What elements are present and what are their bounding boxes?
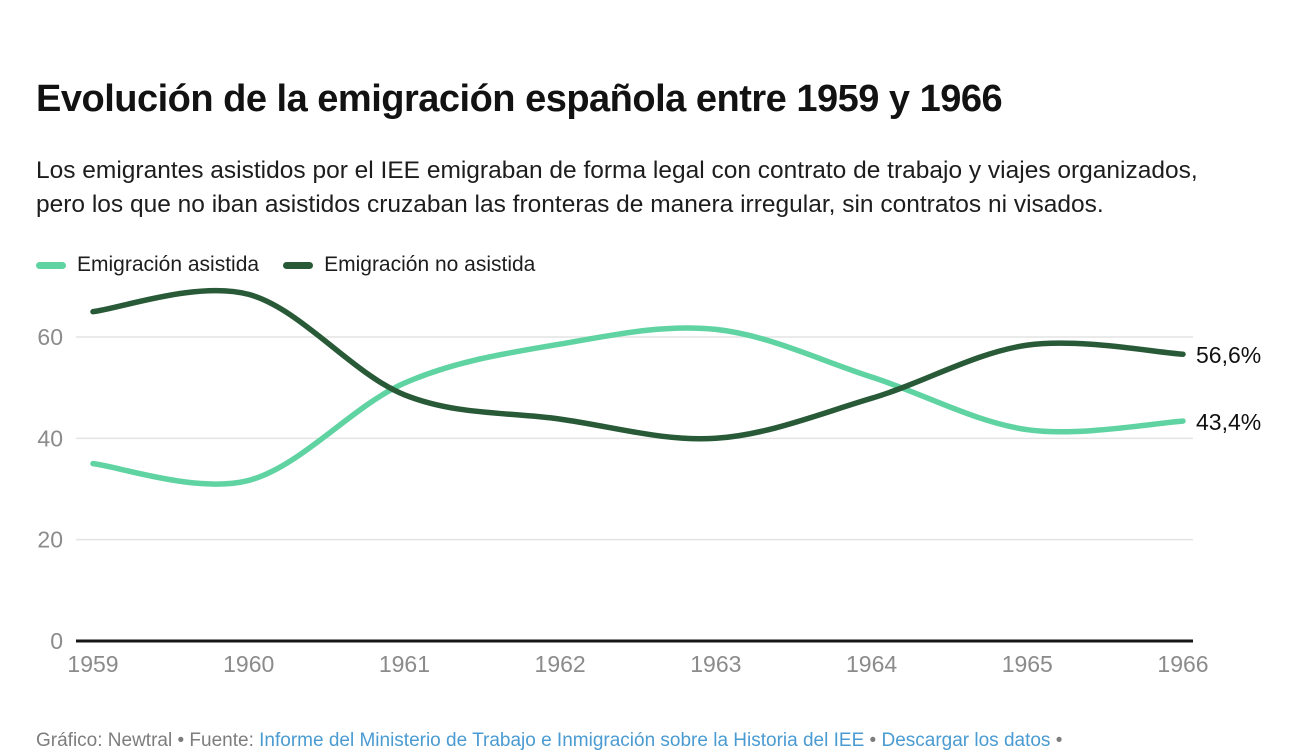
- footer-separator: •: [864, 730, 882, 751]
- footer-credit-text: Gráfico: Newtral • Fuente:: [36, 730, 260, 751]
- y-tick-label-20: 20: [37, 527, 63, 553]
- y-tick-label-40: 40: [37, 425, 63, 451]
- legend-label-asistida: Emigración asistida: [77, 253, 260, 276]
- legend-swatch-asistida-icon: [36, 261, 66, 269]
- y-tick-label-60: 60: [37, 324, 63, 350]
- series-line-emigración-asistida: [90, 325, 1186, 487]
- x-tick-label-1964: 1964: [846, 651, 897, 677]
- footer-separator: •: [1050, 730, 1063, 751]
- legend-item-no-asistida: Emigración no asistida: [283, 253, 535, 277]
- series-line-emigración-no-asistida: [90, 287, 1186, 442]
- footer-download-link[interactable]: Descargar los datos: [881, 730, 1051, 751]
- series-end-label-emigración-no-asistida: 56,6%: [1196, 342, 1261, 368]
- x-tick-label-1963: 1963: [690, 651, 741, 677]
- x-tick-label-1961: 1961: [379, 651, 430, 677]
- y-tick-label-0: 0: [50, 628, 63, 654]
- x-tick-label-1965: 1965: [1002, 651, 1053, 677]
- page-subtitle: Los emigrantes asistidos por el IEE emig…: [36, 156, 1198, 218]
- legend-label-no-asistida: Emigración no asistida: [324, 253, 536, 276]
- x-tick-label-1960: 1960: [223, 651, 274, 677]
- chart-legend: Emigración asistida Emigración no asisti…: [36, 253, 535, 277]
- footer-credit: Gráfico: Newtral • Fuente: Informe del M…: [36, 729, 1286, 753]
- x-tick-label-1962: 1962: [535, 651, 586, 677]
- x-tick-label-1966: 1966: [1157, 651, 1208, 677]
- x-tick-label-1959: 1959: [67, 651, 118, 677]
- page-title: Evolución de la emigración española entr…: [36, 78, 1003, 121]
- legend-item-asistida: Emigración asistida: [36, 253, 259, 277]
- legend-swatch-no-asistida-icon: [283, 261, 314, 269]
- footer-source-link[interactable]: Informe del Ministerio de Trabajo e Inmi…: [259, 730, 865, 751]
- series-end-label-emigración-asistida: 43,4%: [1196, 409, 1261, 435]
